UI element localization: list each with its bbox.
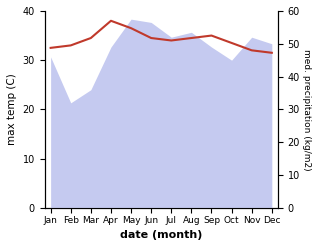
Y-axis label: max temp (C): max temp (C) [7, 74, 17, 145]
Y-axis label: med. precipitation (kg/m2): med. precipitation (kg/m2) [302, 49, 311, 170]
X-axis label: date (month): date (month) [120, 230, 203, 240]
